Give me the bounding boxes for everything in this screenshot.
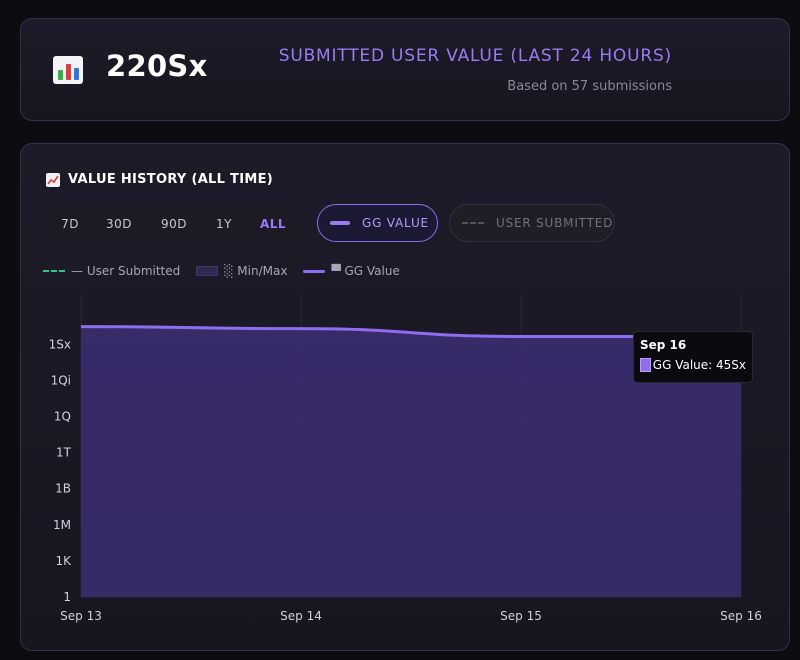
x-tick-label: Sep 16 bbox=[720, 609, 762, 623]
y-tick-label: 1 bbox=[63, 590, 71, 604]
value-history-title-text: VALUE HISTORY (ALL TIME) bbox=[68, 172, 274, 187]
gg-value-toggle[interactable]: GG VALUE bbox=[317, 204, 438, 242]
submitted-value-title: SUBMITTED USER VALUE (LAST 24 HOURS) bbox=[278, 46, 672, 66]
tooltip-row: GG Value: 45Sx bbox=[640, 358, 746, 372]
bar-chart-icon bbox=[53, 56, 83, 84]
legend-min-max-label: ░ Min/Max bbox=[224, 264, 288, 278]
user-submitted-swatch bbox=[462, 222, 484, 224]
range-7d-button[interactable]: 7D bbox=[61, 217, 79, 231]
range-all-button[interactable]: ALL bbox=[259, 217, 287, 231]
legend-gg-value-marker bbox=[303, 269, 326, 273]
legend-user-submitted[interactable]: — User Submitted bbox=[43, 264, 180, 278]
y-tick-label: 1Qi bbox=[51, 373, 71, 387]
chart-increasing-icon bbox=[46, 172, 60, 187]
y-tick-label: 1B bbox=[55, 482, 71, 496]
tooltip-swatch bbox=[640, 358, 651, 372]
y-tick-label: 1M bbox=[53, 518, 71, 532]
gg-value-line bbox=[80, 325, 741, 338]
gg-value-area bbox=[81, 326, 741, 597]
user-submitted-toggle[interactable]: USER SUBMITTED bbox=[449, 204, 615, 242]
y-tick-label: 1Sx bbox=[49, 337, 71, 351]
legend-user-submitted-marker bbox=[43, 270, 65, 272]
y-tick-label: 1T bbox=[56, 446, 72, 460]
range-90d-button[interactable]: 90D bbox=[160, 217, 187, 231]
legend-gg-value[interactable]: ▀ GG Value bbox=[303, 264, 400, 278]
gg-value-swatch bbox=[330, 221, 350, 225]
x-tick-label: Sep 13 bbox=[60, 609, 102, 623]
legend-gg-value-label: ▀ GG Value bbox=[331, 264, 400, 278]
chart-legend: — User Submitted ░ Min/Max ▀ GG Value bbox=[43, 264, 416, 278]
value-history-chart[interactable]: 1 1K 1M 1B 1T 1Q 1Qi 1Sx Sep 13 Sep 14 Sep 15 Sep 1… bbox=[21, 144, 789, 650]
gg-value-toggle-label: GG VALUE bbox=[362, 216, 429, 230]
submitted-value: 220Sx bbox=[106, 49, 208, 83]
legend-user-submitted-label: — User Submitted bbox=[71, 264, 181, 278]
value-history-card: VALUE HISTORY (ALL TIME) 7D 30D 90D 1Y A… bbox=[20, 143, 790, 651]
summary-card: 220Sx SUBMITTED USER VALUE (LAST 24 HOUR… bbox=[20, 18, 790, 121]
chart-tooltip: Sep 16 GG Value: 45Sx bbox=[633, 331, 753, 383]
range-1y-button[interactable]: 1Y bbox=[216, 217, 232, 231]
range-30d-button[interactable]: 30D bbox=[105, 217, 132, 231]
x-tick-label: Sep 15 bbox=[500, 609, 542, 623]
legend-min-max-marker bbox=[196, 266, 219, 276]
tooltip-date: Sep 16 bbox=[640, 338, 687, 352]
y-tick-label: 1Q bbox=[54, 410, 71, 424]
legend-min-max[interactable]: ░ Min/Max bbox=[196, 264, 287, 278]
tooltip-value: GG Value: 45Sx bbox=[652, 358, 746, 372]
x-tick-label: Sep 14 bbox=[280, 609, 322, 623]
user-submitted-toggle-label: USER SUBMITTED bbox=[496, 216, 614, 230]
value-history-title: VALUE HISTORY (ALL TIME) bbox=[46, 172, 273, 187]
submission-count: Based on 57 submissions bbox=[507, 79, 672, 94]
y-tick-label: 1K bbox=[55, 554, 72, 568]
time-range-selector: 7D 30D 90D 1Y ALL bbox=[46, 204, 298, 244]
